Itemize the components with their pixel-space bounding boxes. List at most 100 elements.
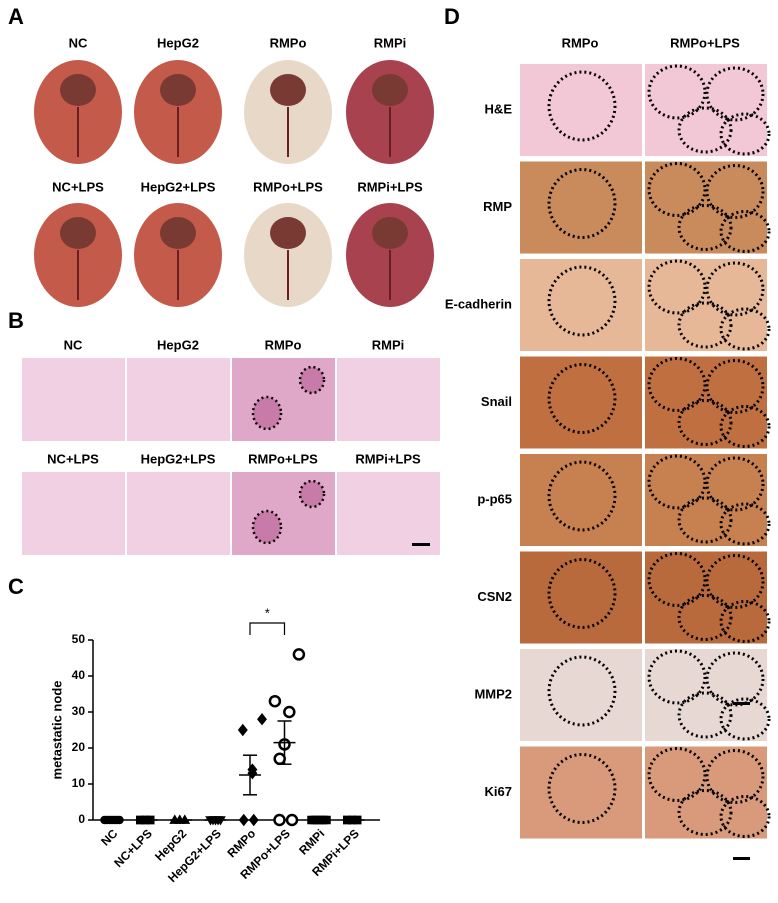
tumor-outline	[547, 460, 617, 532]
group-label: NC+LPS	[52, 179, 104, 194]
tumor-outline	[719, 502, 771, 546]
tumor-outline	[251, 395, 283, 431]
tumor-outline	[677, 789, 733, 836]
tumor-outline	[647, 64, 707, 120]
group-label: NC	[69, 35, 88, 50]
group-label: HepG2	[157, 337, 199, 352]
group-label: NC+LPS	[47, 451, 99, 466]
tissue-photo	[337, 472, 440, 555]
y-axis-label: metastatic node	[49, 681, 64, 780]
error-bar	[243, 754, 257, 796]
row-label: p-p65	[477, 491, 512, 506]
tumor-outline	[719, 405, 771, 448]
y-tick-label: 40	[72, 668, 86, 682]
x-tick-label: NC+LPS	[111, 826, 155, 870]
panel-letter: D	[444, 4, 460, 29]
tumor-outline	[677, 204, 733, 251]
group-label: RMPi+LPS	[355, 451, 421, 466]
tumor-outline	[705, 554, 765, 609]
ihc-photo	[645, 64, 767, 156]
row-label: MMP2	[474, 686, 512, 701]
tumor-outline	[547, 753, 617, 824]
tumor-outline	[647, 747, 707, 802]
group-label: HepG2+LPS	[141, 179, 216, 194]
tumor-outline	[705, 66, 765, 122]
y-tick-label: 30	[72, 704, 86, 718]
row-label: H&E	[485, 101, 513, 116]
tumor-outline	[677, 399, 733, 446]
point	[268, 694, 282, 708]
tumor-outline	[298, 479, 326, 509]
point	[257, 712, 267, 726]
ihc-photo	[520, 649, 642, 741]
group-label: RMPo+LPS	[253, 179, 323, 194]
column-label: RMPo	[562, 35, 599, 50]
scale-bar	[412, 543, 430, 546]
tumor-outline	[251, 509, 283, 545]
tumor-outline	[677, 691, 733, 739]
ihc-photo	[520, 259, 642, 351]
y-tick-label: 50	[72, 632, 86, 646]
heart	[60, 74, 96, 106]
tumor-outline	[647, 357, 707, 412]
ihc-photo	[645, 259, 767, 351]
panel-letter: C	[8, 574, 24, 599]
point	[237, 723, 248, 737]
row-label: Ki67	[485, 784, 512, 799]
point	[292, 648, 306, 661]
group-label: RMPo+LPS	[248, 451, 318, 466]
tissue-photo	[127, 472, 230, 555]
tumor-outline	[677, 301, 733, 349]
tissue-photo	[22, 358, 125, 441]
ihc-photo	[520, 64, 642, 156]
tumor-outline	[647, 162, 707, 217]
tumor-outline	[719, 795, 771, 838]
ihc-photo	[645, 649, 767, 741]
tumor-outline	[705, 651, 765, 707]
tumor-outline	[719, 210, 771, 253]
tumor-outline	[547, 558, 617, 629]
group-label: RMPi+LPS	[357, 179, 423, 194]
ihc-photo	[645, 551, 767, 644]
tumor-outline	[677, 496, 733, 544]
tumor-outline	[719, 112, 771, 156]
tumor-outline	[647, 552, 707, 607]
group-label: HepG2+LPS	[141, 451, 216, 466]
tumor-outline	[705, 164, 765, 219]
ihc-photo	[520, 551, 642, 644]
tumor-outline	[677, 106, 733, 154]
row-label: E-cadherin	[445, 296, 512, 311]
ihc-photo	[645, 161, 767, 254]
point	[238, 813, 249, 827]
x-tick-label: NC	[98, 826, 120, 848]
tumor-outline	[677, 594, 733, 641]
tissue-photo	[22, 472, 125, 555]
tumor-outline	[547, 168, 617, 239]
heart	[372, 74, 408, 106]
y-tick-label: 0	[78, 812, 85, 826]
heart	[160, 74, 196, 106]
tumor-outline	[298, 365, 326, 395]
tumor-outline	[647, 259, 707, 315]
ihc-photo	[520, 454, 642, 546]
scale-bar	[733, 702, 750, 705]
error-bar	[277, 720, 292, 765]
group-label: RMPo	[270, 35, 307, 50]
heart	[372, 217, 408, 249]
group-label: RMPo	[265, 337, 302, 352]
tumor-outline	[647, 454, 707, 510]
tumor-outline	[705, 456, 765, 512]
tumor-outline	[719, 307, 771, 351]
tumor-outline	[719, 697, 771, 741]
y-tick-label: 20	[72, 740, 86, 754]
tumor-outline	[719, 600, 771, 643]
group-label: RMPi	[374, 35, 407, 50]
row-label: RMP	[483, 199, 512, 214]
panel-letter: B	[8, 308, 24, 333]
row-label: Snail	[481, 394, 512, 409]
significance-bracket	[249, 622, 286, 635]
tissue-photo	[337, 358, 440, 441]
tumor-outline	[547, 70, 617, 142]
